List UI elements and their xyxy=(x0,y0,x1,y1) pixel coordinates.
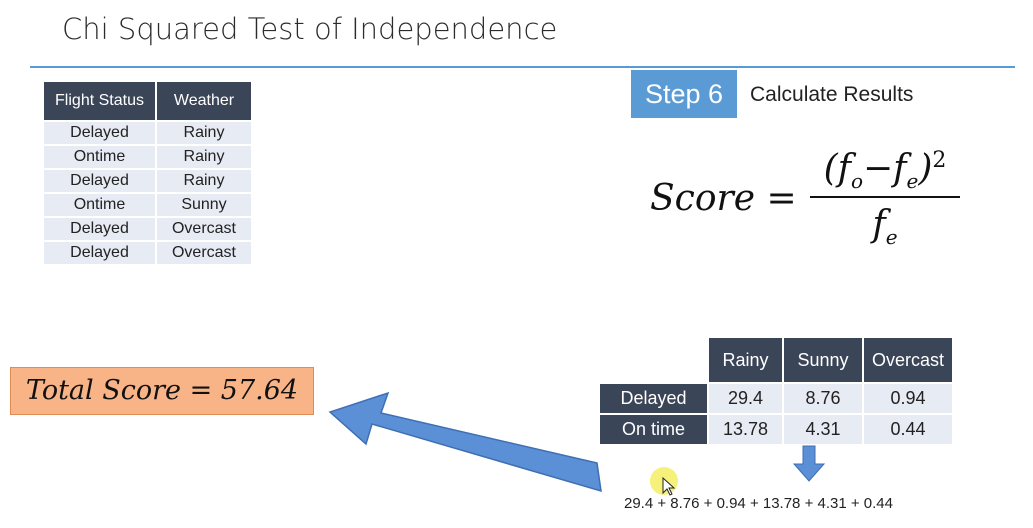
column-header-sunny: Sunny xyxy=(784,338,862,382)
formula-minus: −f xyxy=(863,148,907,189)
table-row: Delayed Rainy xyxy=(44,122,251,144)
mouse-cursor-icon xyxy=(662,476,676,496)
formula-numerator: (fo−fe)2 xyxy=(810,148,960,193)
flight-weather-table: Flight Status Weather Delayed Rainy Onti… xyxy=(42,80,253,266)
table-cell: 8.76 xyxy=(784,384,862,413)
table-cell: Delayed xyxy=(44,242,155,264)
formula-den-sub: e xyxy=(885,225,898,250)
table-cell: 13.78 xyxy=(709,415,782,444)
table-cell: Overcast xyxy=(157,218,251,240)
table-cell: 0.94 xyxy=(864,384,952,413)
table-row: Ontime Rainy xyxy=(44,146,251,168)
table-cell: Rainy xyxy=(157,170,251,192)
table-row: Ontime Sunny xyxy=(44,194,251,216)
formula-den-f: f xyxy=(872,204,886,245)
table-row: Delayed Overcast xyxy=(44,218,251,240)
arrow-left-icon xyxy=(328,391,602,493)
table-cell: 4.31 xyxy=(784,415,862,444)
formula-sub-o: o xyxy=(850,169,864,194)
table-row: Delayed Overcast xyxy=(44,242,251,264)
formula-open: (f xyxy=(823,148,851,189)
sum-expression: 29.4 + 8.76 + 0.94 + 13.78 + 4.31 + 0.44 xyxy=(624,495,893,512)
column-header-weather: Weather xyxy=(157,82,251,120)
formula-denominator: fe xyxy=(810,204,960,249)
fraction-bar xyxy=(810,196,960,198)
table-cell: Overcast xyxy=(157,242,251,264)
page-title: Chi Squared Test of Independence xyxy=(62,12,558,46)
column-header-overcast: Overcast xyxy=(864,338,952,382)
title-divider xyxy=(30,66,1015,68)
table-cell: Rainy xyxy=(157,122,251,144)
table-cell: Ontime xyxy=(44,194,155,216)
table-row: Delayed 29.4 8.76 0.94 xyxy=(600,384,952,413)
step-badge: Step 6 xyxy=(631,70,737,118)
table-cell: Delayed xyxy=(44,218,155,240)
step-label: Calculate Results xyxy=(750,83,914,106)
table-cell: Ontime xyxy=(44,146,155,168)
column-header-rainy: Rainy xyxy=(709,338,782,382)
table-cell: Delayed xyxy=(44,170,155,192)
table-cell: Sunny xyxy=(157,194,251,216)
table-row: On time 13.78 4.31 0.44 xyxy=(600,415,952,444)
formula-power: 2 xyxy=(932,148,947,173)
total-score-box: Total Score = 57.64 xyxy=(10,367,314,415)
row-header-on-time: On time xyxy=(600,415,707,444)
formula-sub-e: e xyxy=(906,169,919,194)
table-cell: 0.44 xyxy=(864,415,952,444)
table-cell: Delayed xyxy=(44,122,155,144)
formula-close: ) xyxy=(918,148,933,189)
score-table: Rainy Sunny Overcast Delayed 29.4 8.76 0… xyxy=(598,336,954,446)
column-header-flight-status: Flight Status xyxy=(44,82,155,120)
table-row: Delayed Rainy xyxy=(44,170,251,192)
arrow-down-icon xyxy=(792,445,826,482)
formula-lhs: Score = xyxy=(650,178,797,219)
table-cell: 29.4 xyxy=(709,384,782,413)
table-cell: Rainy xyxy=(157,146,251,168)
row-header-delayed: Delayed xyxy=(600,384,707,413)
